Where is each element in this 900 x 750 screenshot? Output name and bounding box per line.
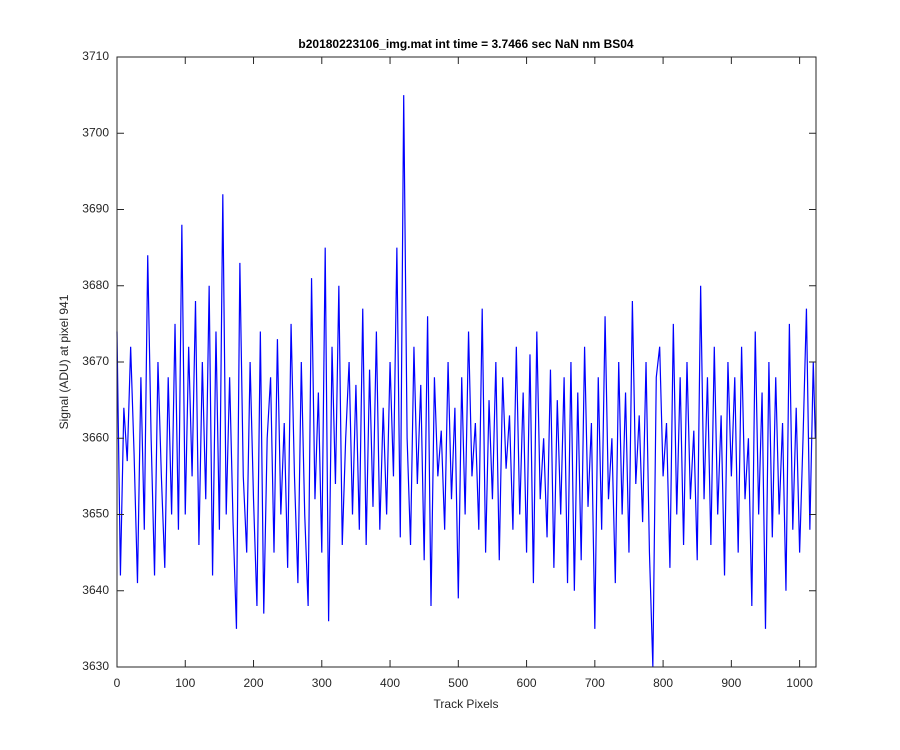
y-tick-label: 3690	[82, 202, 109, 216]
x-tick-label: 200	[244, 676, 264, 690]
x-tick-label: 1000	[786, 676, 813, 690]
y-tick-label: 3700	[82, 125, 109, 139]
x-tick-label: 0	[114, 676, 121, 690]
x-tick-label: 900	[721, 676, 741, 690]
x-tick-label: 500	[448, 676, 468, 690]
y-tick-label: 3710	[82, 49, 109, 63]
y-axis-label: Signal (ADU) at pixel 941	[57, 294, 71, 429]
x-tick-label: 400	[380, 676, 400, 690]
y-tick-label: 3680	[82, 278, 109, 292]
x-tick-label: 600	[517, 676, 537, 690]
x-tick-label: 700	[585, 676, 605, 690]
y-tick-label: 3670	[82, 354, 109, 368]
x-axis-label: Track Pixels	[434, 697, 499, 711]
y-tick-label: 3640	[82, 583, 109, 597]
y-tick-label: 3660	[82, 430, 109, 444]
x-tick-label: 300	[312, 676, 332, 690]
marks	[116, 95, 816, 668]
data-line	[116, 95, 816, 668]
x-tick-label: 800	[653, 676, 673, 690]
y-tick-label: 3650	[82, 507, 109, 521]
y-tick-label: 3630	[82, 659, 109, 673]
plot-area	[117, 57, 816, 667]
x-tick-label: 100	[175, 676, 195, 690]
chart-title: b20180223106_img.mat int time = 3.7466 s…	[298, 37, 634, 51]
